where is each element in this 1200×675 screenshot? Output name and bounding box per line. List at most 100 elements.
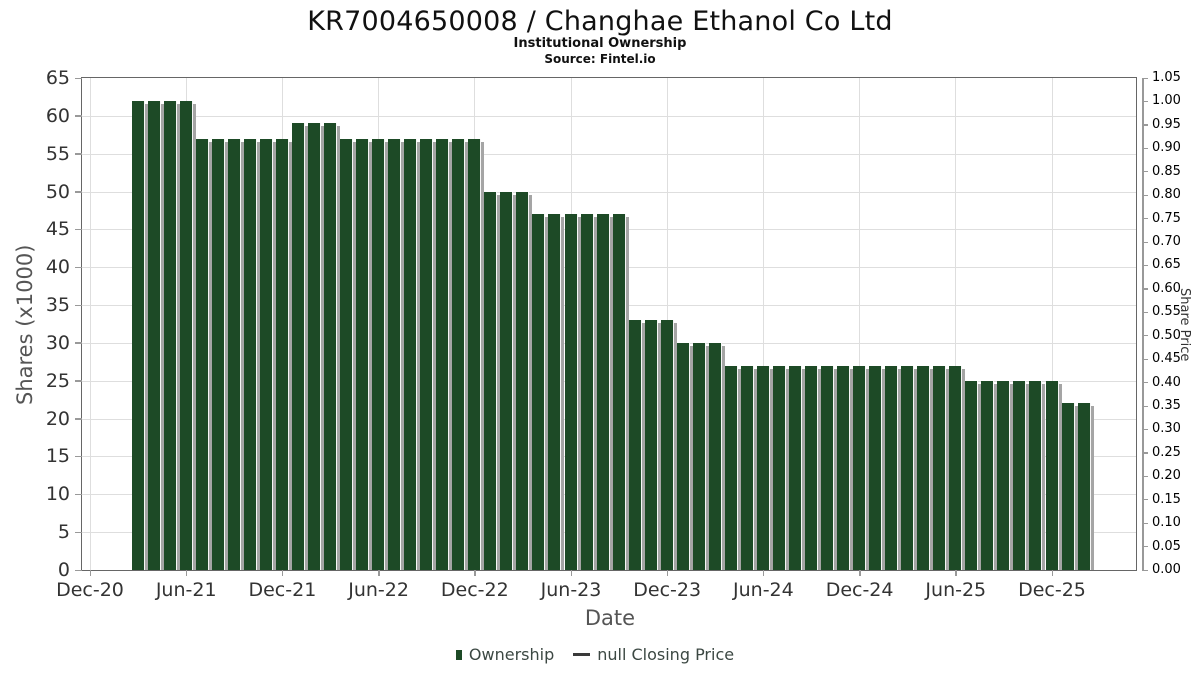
ownership-bar[interactable] <box>772 365 786 570</box>
ownership-bar[interactable] <box>901 365 915 570</box>
x-axis-title: Date <box>584 606 636 630</box>
x-tick-label: Dec-23 <box>633 579 702 601</box>
legend-item-ownership[interactable]: Ownership <box>468 645 555 664</box>
closing-price-legend-line-icon[interactable] <box>573 653 591 656</box>
ownership-bar[interactable] <box>516 191 530 570</box>
ownership-bar[interactable] <box>227 138 241 570</box>
chart-subtitle: Institutional Ownership <box>513 36 687 51</box>
ownership-bar[interactable] <box>756 365 770 570</box>
ownership-bar[interactable] <box>1013 380 1027 570</box>
ownership-bar[interactable] <box>740 365 754 570</box>
y-right-tick-label: 0.05 <box>1152 538 1181 554</box>
plot-area[interactable] <box>81 77 1137 571</box>
y-left-tick-label: 10 <box>45 483 70 506</box>
y-right-tick-label: 1.05 <box>1152 70 1181 85</box>
ownership-bar[interactable] <box>163 100 177 570</box>
ownership-bar[interactable] <box>724 365 738 570</box>
ownership-bar[interactable] <box>436 138 450 570</box>
y-left-tick-label: 5 <box>57 521 70 544</box>
ownership-bar[interactable] <box>997 380 1011 570</box>
ownership-legend-square-icon[interactable] <box>455 649 462 660</box>
ownership-bar[interactable] <box>933 365 947 570</box>
v-gridline <box>1051 78 1053 570</box>
ownership-bar[interactable] <box>548 214 562 570</box>
y-right-tick-label: 0.75 <box>1152 210 1181 226</box>
ownership-bar[interactable] <box>259 138 273 570</box>
ownership-bar[interactable] <box>981 380 995 570</box>
x-tick-label: Jun-23 <box>540 579 602 601</box>
ownership-bar[interactable] <box>340 138 354 570</box>
y-right-tick-label: 0.20 <box>1152 468 1181 484</box>
y-right-tick-label: 0.85 <box>1152 163 1181 179</box>
ownership-bar[interactable] <box>404 138 418 570</box>
ownership-bar[interactable] <box>1061 403 1075 570</box>
ownership-bar[interactable] <box>596 214 610 570</box>
legend-item-closing-price[interactable]: null Closing Price <box>597 645 735 664</box>
ownership-bar[interactable] <box>612 214 626 570</box>
ownership-bar[interactable] <box>372 138 386 570</box>
ownership-bar[interactable] <box>949 365 963 570</box>
ownership-bar[interactable] <box>307 123 321 570</box>
ownership-bar[interactable] <box>179 100 193 570</box>
ownership-bar[interactable] <box>500 191 514 570</box>
ownership-bar[interactable] <box>692 342 706 570</box>
chart-source-label: Source: Fintel.io <box>544 52 656 66</box>
y-right-tick-label: 1.00 <box>1152 93 1181 109</box>
ownership-bar[interactable] <box>853 365 867 570</box>
y-left-tick-label: 60 <box>45 104 70 127</box>
ownership-bar[interactable] <box>628 320 642 570</box>
ownership-bar[interactable] <box>147 100 161 570</box>
y-axis-right-title: Share Price <box>1177 288 1192 362</box>
ownership-bar[interactable] <box>452 138 466 570</box>
ownership-bar[interactable] <box>805 365 818 570</box>
y-left-tick-label: 65 <box>45 67 70 89</box>
ownership-bar[interactable] <box>484 191 498 570</box>
ownership-bar[interactable] <box>564 214 578 570</box>
chart-title: KR7004650008 / Changhae Ethanol Co Ltd <box>307 6 893 37</box>
ownership-bar[interactable] <box>195 138 209 570</box>
x-tick-label: Dec-20 <box>56 579 124 601</box>
ownership-bar[interactable] <box>1077 403 1091 570</box>
ownership-bar[interactable] <box>788 365 802 570</box>
ownership-bar[interactable] <box>275 138 289 570</box>
ownership-bar[interactable] <box>131 100 145 570</box>
x-tick-label: Dec-25 <box>1018 579 1086 601</box>
ownership-bar[interactable] <box>708 342 722 570</box>
ownership-bar[interactable] <box>1029 380 1043 570</box>
ownership-bar[interactable] <box>869 365 883 570</box>
ownership-bar[interactable] <box>243 138 257 570</box>
ownership-bar[interactable] <box>917 365 931 570</box>
v-gridline <box>89 78 91 570</box>
v-gridline <box>955 78 957 570</box>
ownership-bar[interactable] <box>1045 380 1059 570</box>
x-tick-label: Dec-22 <box>440 579 509 601</box>
ownership-bar[interactable] <box>468 138 482 570</box>
h-gridline <box>82 191 1136 193</box>
x-tick-label: Jun-21 <box>155 579 217 601</box>
ownership-bar[interactable] <box>211 138 225 570</box>
ownership-bar[interactable] <box>965 380 979 570</box>
ownership-bar[interactable] <box>660 320 674 570</box>
ownership-bar[interactable] <box>676 342 690 570</box>
ownership-bar[interactable] <box>532 214 546 570</box>
y-right-tick-label: 0.30 <box>1152 421 1181 437</box>
ownership-bar[interactable] <box>885 365 899 570</box>
ownership-bar[interactable] <box>837 365 851 570</box>
v-gridline <box>762 78 764 570</box>
ownership-bar[interactable] <box>580 214 594 570</box>
ownership-bar[interactable] <box>324 123 337 570</box>
y-right-tick-label: 0.15 <box>1152 491 1181 507</box>
y-right-tick-label: 0.25 <box>1152 444 1181 460</box>
ownership-bar[interactable] <box>388 138 402 570</box>
x-tick-label: Jun-22 <box>348 579 409 601</box>
y-right-tick-label: 0.10 <box>1152 515 1181 531</box>
ownership-bar[interactable] <box>291 123 305 570</box>
y-right-tick-label: 0.90 <box>1152 140 1181 156</box>
ownership-bar[interactable] <box>420 138 434 570</box>
chart-legend: Ownership null Closing Price <box>0 645 1190 664</box>
ownership-bar[interactable] <box>356 138 370 570</box>
ownership-bar[interactable] <box>821 365 835 570</box>
y-right-tick-label: 0.80 <box>1152 187 1181 203</box>
ownership-bar[interactable] <box>644 320 658 570</box>
